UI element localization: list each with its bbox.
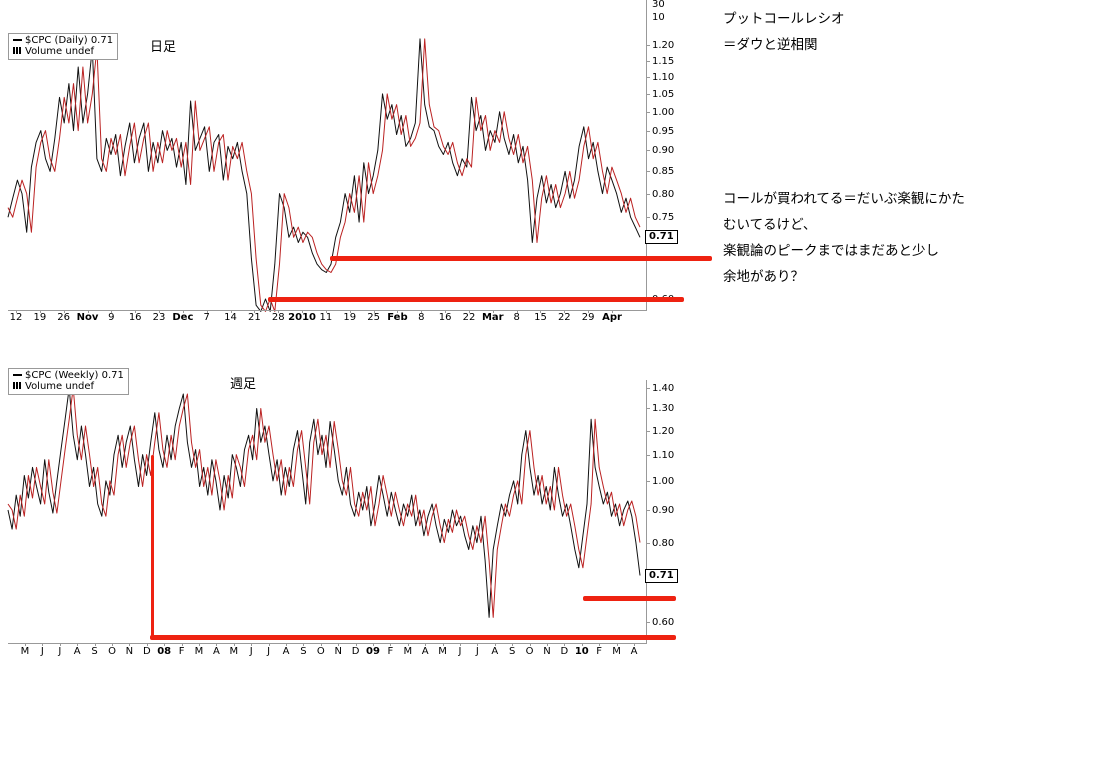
annotation-line: コールが買われてる＝だいぶ楽観にかた bbox=[723, 191, 965, 207]
daily-last-value-box: 0.71 bbox=[645, 230, 678, 245]
weekly-legend-title-row: $CPC (Weekly) 0.71 bbox=[13, 370, 124, 381]
daily-legend: $CPC (Daily) 0.71 Volume undef bbox=[8, 33, 119, 60]
annotation-title-block: プットコールレシオ ＝ダウと逆相関 bbox=[723, 6, 845, 58]
weekly-period-label: 週足 bbox=[230, 377, 257, 392]
daily-legend-title-row: $CPC (Daily) 0.71 bbox=[13, 35, 113, 46]
weekly-last-value-box: 0.71 bbox=[645, 568, 678, 583]
annotation-line: むいてるけど、 bbox=[723, 217, 817, 233]
weekly-legend: $CPC (Weekly) 0.71 Volume undef bbox=[8, 368, 129, 395]
weekly-legend-title: $CPC (Weekly) 0.71 bbox=[25, 370, 124, 381]
weekly-chart: $CPC (Weekly) 0.71 Volume undef 週足 1.40 1… bbox=[0, 360, 730, 665]
annotation-line: プットコールレシオ bbox=[723, 11, 845, 27]
weekly-x-axis-line bbox=[8, 643, 647, 644]
weekly-legend-volume-row: Volume undef bbox=[13, 381, 124, 392]
daily-chart: $CPC (Daily) 0.71 Volume undef 日足 1.20 1.… bbox=[0, 0, 730, 345]
annotation-line: ＝ダウと逆相関 bbox=[723, 37, 818, 53]
daily-y-axis-line bbox=[646, 0, 647, 311]
daily-period-label: 日足 bbox=[150, 40, 177, 55]
daily-cpc-line bbox=[7, 38, 641, 312]
daily-legend-title: $CPC (Daily) 0.71 bbox=[25, 35, 114, 46]
weekly-y-axis-line bbox=[646, 380, 647, 644]
daily-volume-label: Volume undef bbox=[25, 46, 95, 57]
weekly-cpc-line bbox=[7, 387, 641, 618]
annotation-body-block: コールが買われてる＝だいぶ楽観にかた むいてるけど、 楽観論のピークまではまだあ… bbox=[723, 186, 965, 290]
volume-bars-icon bbox=[13, 47, 22, 54]
weekly-ma-line bbox=[7, 387, 641, 618]
volume-bars-icon bbox=[13, 382, 22, 389]
weekly-series-svg bbox=[7, 387, 641, 618]
line-color-swatch bbox=[13, 39, 22, 41]
daily-legend-volume-row: Volume undef bbox=[13, 46, 113, 57]
daily-x-axis-line bbox=[8, 310, 647, 311]
annotation-line: 楽観論のピークまではまだあと少し bbox=[723, 243, 939, 259]
weekly-volume-label: Volume undef bbox=[25, 381, 95, 392]
daily-ma-line bbox=[7, 38, 641, 312]
daily-series-svg bbox=[7, 38, 641, 312]
annotation-line: 余地があり？ bbox=[723, 269, 804, 285]
line-color-swatch bbox=[13, 374, 22, 376]
